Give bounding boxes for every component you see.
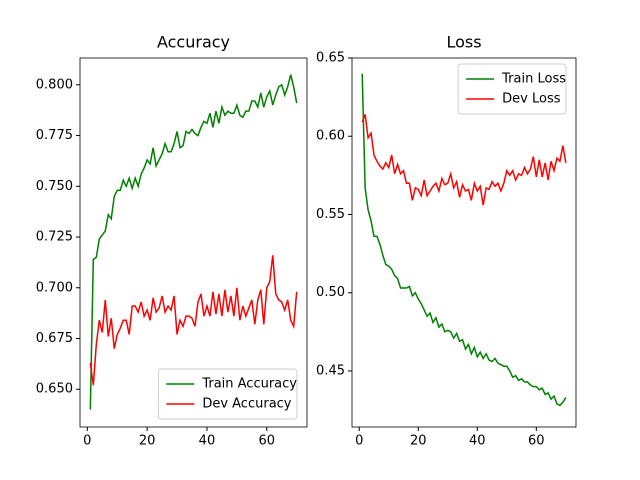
- x-tick-label: 40: [199, 434, 216, 449]
- x-tick-label: 0: [355, 434, 363, 449]
- x-tick-label: 20: [139, 434, 156, 449]
- y-tick-label: 0.675: [36, 331, 73, 346]
- legend-label: Dev Accuracy: [202, 397, 291, 412]
- y-tick-label: 0.60: [316, 129, 345, 144]
- legend-label: Dev Loss: [502, 92, 561, 107]
- series-line: [89, 74, 298, 410]
- y-tick-label: 0.700: [36, 280, 73, 295]
- axes-frame: [79, 57, 308, 428]
- x-tick-label: 60: [528, 434, 545, 449]
- y-tick-label: 0.50: [316, 285, 345, 300]
- y-tick-label: 0.750: [36, 179, 73, 194]
- legend-box: [457, 63, 567, 115]
- series-line: [89, 255, 298, 386]
- y-tick-label: 0.800: [36, 77, 73, 92]
- axes-frame: [351, 57, 577, 428]
- y-tick-label: 0.55: [316, 207, 345, 222]
- x-tick-label: 60: [259, 434, 276, 449]
- y-tick-label: 0.45: [316, 363, 345, 378]
- legend-label: Train Loss: [501, 72, 566, 87]
- legend: Train Loss Dev Loss: [457, 63, 567, 115]
- y-tick-label: 0.725: [36, 230, 73, 245]
- chart-title: Loss: [446, 33, 481, 52]
- y-tick-label: 0.650: [36, 382, 73, 397]
- chart-title: Accuracy: [157, 33, 230, 52]
- x-tick-label: 0: [83, 434, 91, 449]
- x-tick-label: 40: [469, 434, 486, 449]
- legend-box: [157, 368, 298, 420]
- legend-label: Train Accuracy: [201, 377, 297, 392]
- series-line: [361, 73, 567, 407]
- legend: Train Accuracy Dev Accuracy: [157, 368, 298, 420]
- y-tick-label: 0.775: [36, 128, 73, 143]
- series-line: [361, 114, 567, 206]
- y-tick-label: 0.65: [316, 51, 345, 66]
- x-tick-label: 20: [410, 434, 427, 449]
